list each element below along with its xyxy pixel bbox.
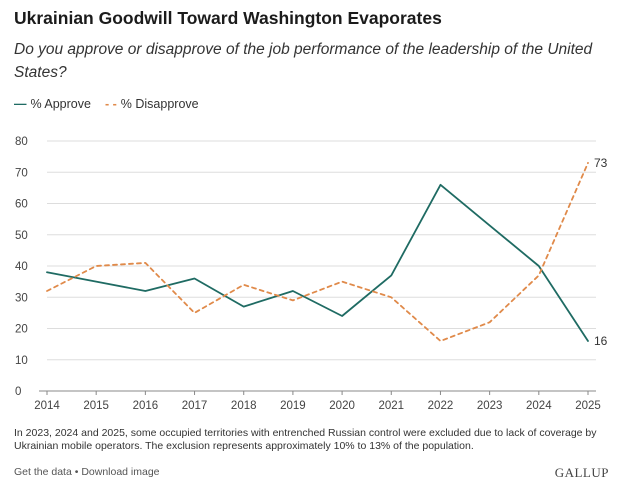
x-tick-label: 2024 (526, 400, 552, 412)
chart-title: Ukrainian Goodwill Toward Washington Eva… (14, 8, 442, 28)
y-tick-label: 50 (15, 230, 28, 242)
data-point-disapprove (292, 299, 294, 301)
series-line-disapprove (46, 162, 589, 342)
get-data-link[interactable]: Get the data (14, 466, 72, 478)
legend-item-approve: — % Approve (14, 97, 91, 111)
data-point-disapprove (341, 280, 343, 282)
data-point-disapprove (144, 262, 146, 264)
footnote: In 2023, 2024 and 2025, some occupied te… (14, 427, 597, 452)
legend-label-disapprove: % Disapprove (120, 97, 199, 111)
x-tick-label: 2014 (34, 400, 60, 412)
download-image-link[interactable]: Download image (81, 466, 160, 478)
legend-swatch-disapprove: - - (104, 97, 117, 111)
data-point-approve (538, 265, 540, 267)
footer-links: Get the data • Download image (14, 466, 160, 478)
y-tick-label: 40 (15, 261, 28, 273)
y-tick-label: 10 (15, 355, 28, 367)
x-tick-label: 2016 (133, 400, 159, 412)
y-tick-label: 0 (15, 386, 21, 398)
x-tick-label: 2018 (231, 400, 257, 412)
footer-separator: • (71, 466, 82, 478)
series-line-approve (46, 183, 589, 342)
data-point-disapprove (243, 284, 245, 286)
data-point-approve (95, 280, 97, 282)
axis-layer: 0 10 20 30 40 50 60 70 80 2014 2015 2016 2017 2018 201… (15, 136, 601, 412)
legend-label-approve: % Approve (30, 97, 91, 111)
data-point-approve (144, 290, 146, 292)
x-tick-label: 2022 (428, 400, 454, 412)
x-tick-label: 2025 (575, 400, 601, 412)
data-point-approve (243, 305, 245, 307)
chart-legend: — % Approve - - % Disapprove (14, 97, 213, 111)
data-point-disapprove (488, 321, 490, 323)
data-point-approve (390, 274, 392, 276)
y-tick-label: 80 (15, 136, 28, 148)
data-point-approve (341, 315, 343, 317)
end-label-approve: 16 (594, 334, 608, 348)
data-point-approve (46, 271, 48, 273)
data-point-disapprove (95, 265, 97, 267)
data-point-disapprove (193, 312, 195, 314)
data-point-disapprove (390, 296, 392, 298)
legend-swatch-approve: — (14, 97, 27, 111)
y-tick-label: 60 (15, 199, 28, 211)
data-point-approve (193, 277, 195, 279)
x-tick-label: 2015 (83, 400, 109, 412)
x-tick-label: 2021 (378, 400, 404, 412)
x-tick-label: 2020 (329, 400, 355, 412)
y-tick-label: 20 (15, 324, 28, 336)
chart-subtitle: Do you approve or disapprove of the job … (14, 41, 593, 81)
x-tick-label: 2017 (182, 400, 208, 412)
grid-layer (47, 140, 596, 361)
data-point-approve (488, 224, 490, 226)
series-layer (46, 162, 589, 342)
data-point-approve (292, 290, 294, 292)
data-point-disapprove (439, 340, 441, 342)
y-tick-label: 30 (15, 292, 28, 304)
y-tick-label: 70 (15, 167, 28, 179)
data-point-disapprove (587, 162, 589, 164)
x-tick-label: 2019 (280, 400, 306, 412)
data-point-approve (439, 184, 441, 186)
legend-item-disapprove: - - % Disapprove (105, 97, 199, 111)
data-point-disapprove (538, 274, 540, 276)
data-point-approve (587, 340, 589, 342)
line-chart: 0 10 20 30 40 50 60 70 80 2014 2015 2016 2017 2018 201… (15, 136, 608, 412)
end-label-disapprove: 73 (594, 156, 608, 170)
gallup-logo: GALLUP (554, 465, 609, 480)
data-point-disapprove (46, 290, 48, 292)
x-tick-label: 2023 (477, 400, 503, 412)
